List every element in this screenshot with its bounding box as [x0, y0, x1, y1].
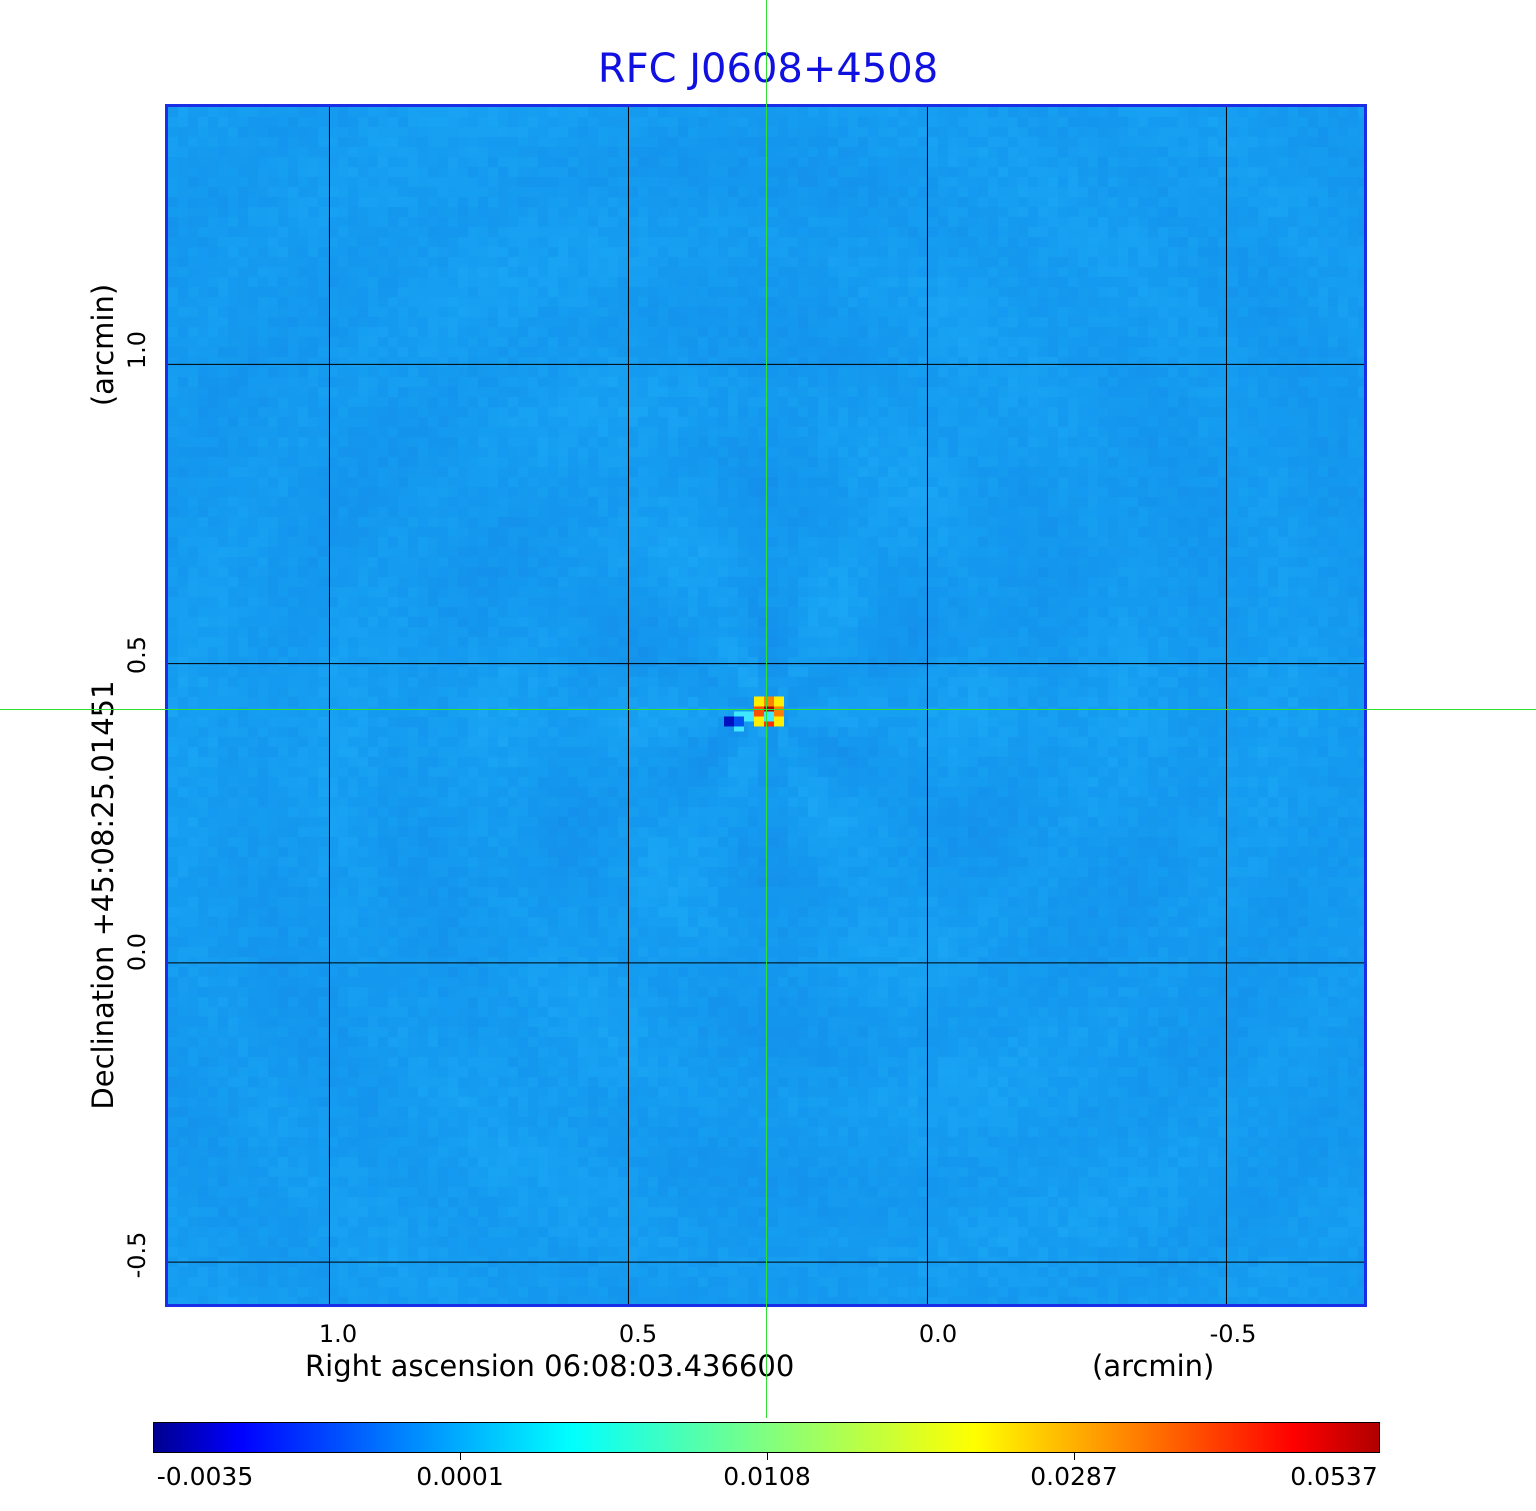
source-pixel — [754, 696, 764, 707]
colorbar-tick-label: -0.0035 — [156, 1462, 254, 1491]
colorbar-tick-label: 0.0108 — [723, 1462, 811, 1491]
source-pixel — [754, 716, 764, 727]
colorbar — [153, 1422, 1380, 1453]
colorbar-tick-label: 0.0287 — [1030, 1462, 1118, 1491]
source-pixel — [774, 696, 784, 707]
y-axis-label: Declination +45:08:25.01451 — [86, 680, 120, 1110]
source-pixel — [754, 706, 764, 717]
source-pixel — [764, 696, 774, 707]
y-tick-label: 1.0 — [123, 330, 151, 370]
source-halo-pixel — [764, 711, 774, 722]
x-tick-label: 0.0 — [918, 1320, 958, 1348]
source-pixel — [774, 706, 784, 717]
x-tick-label: -0.5 — [1209, 1320, 1257, 1348]
x-tick-label: 1.0 — [318, 1320, 358, 1348]
x-tick-label: 0.5 — [618, 1320, 658, 1348]
colorbar-tick — [460, 1453, 461, 1460]
source-halo-pixel — [744, 711, 754, 722]
source-pixel — [774, 716, 784, 727]
negative-pixel — [734, 716, 744, 727]
colorbar-tick-label: 0.0001 — [416, 1462, 504, 1491]
colorbar-tick-label: 0.0537 — [1290, 1462, 1378, 1491]
crosshair-horizontal — [0, 709, 1536, 710]
negative-pixel — [724, 716, 734, 727]
x-axis-unit: (arcmin) — [1092, 1349, 1215, 1383]
colorbar-tick — [1074, 1453, 1075, 1460]
x-axis-label: Right ascension 06:08:03.436600 — [305, 1349, 795, 1383]
y-tick-label: -0.5 — [123, 1231, 151, 1279]
y-axis-unit: (arcmin) — [86, 283, 120, 407]
colorbar-tick — [767, 1453, 768, 1460]
y-tick-label: 0.0 — [123, 932, 151, 972]
y-tick-label: 0.5 — [123, 635, 151, 675]
chart-title: RFC J0608+4508 — [597, 46, 939, 92]
